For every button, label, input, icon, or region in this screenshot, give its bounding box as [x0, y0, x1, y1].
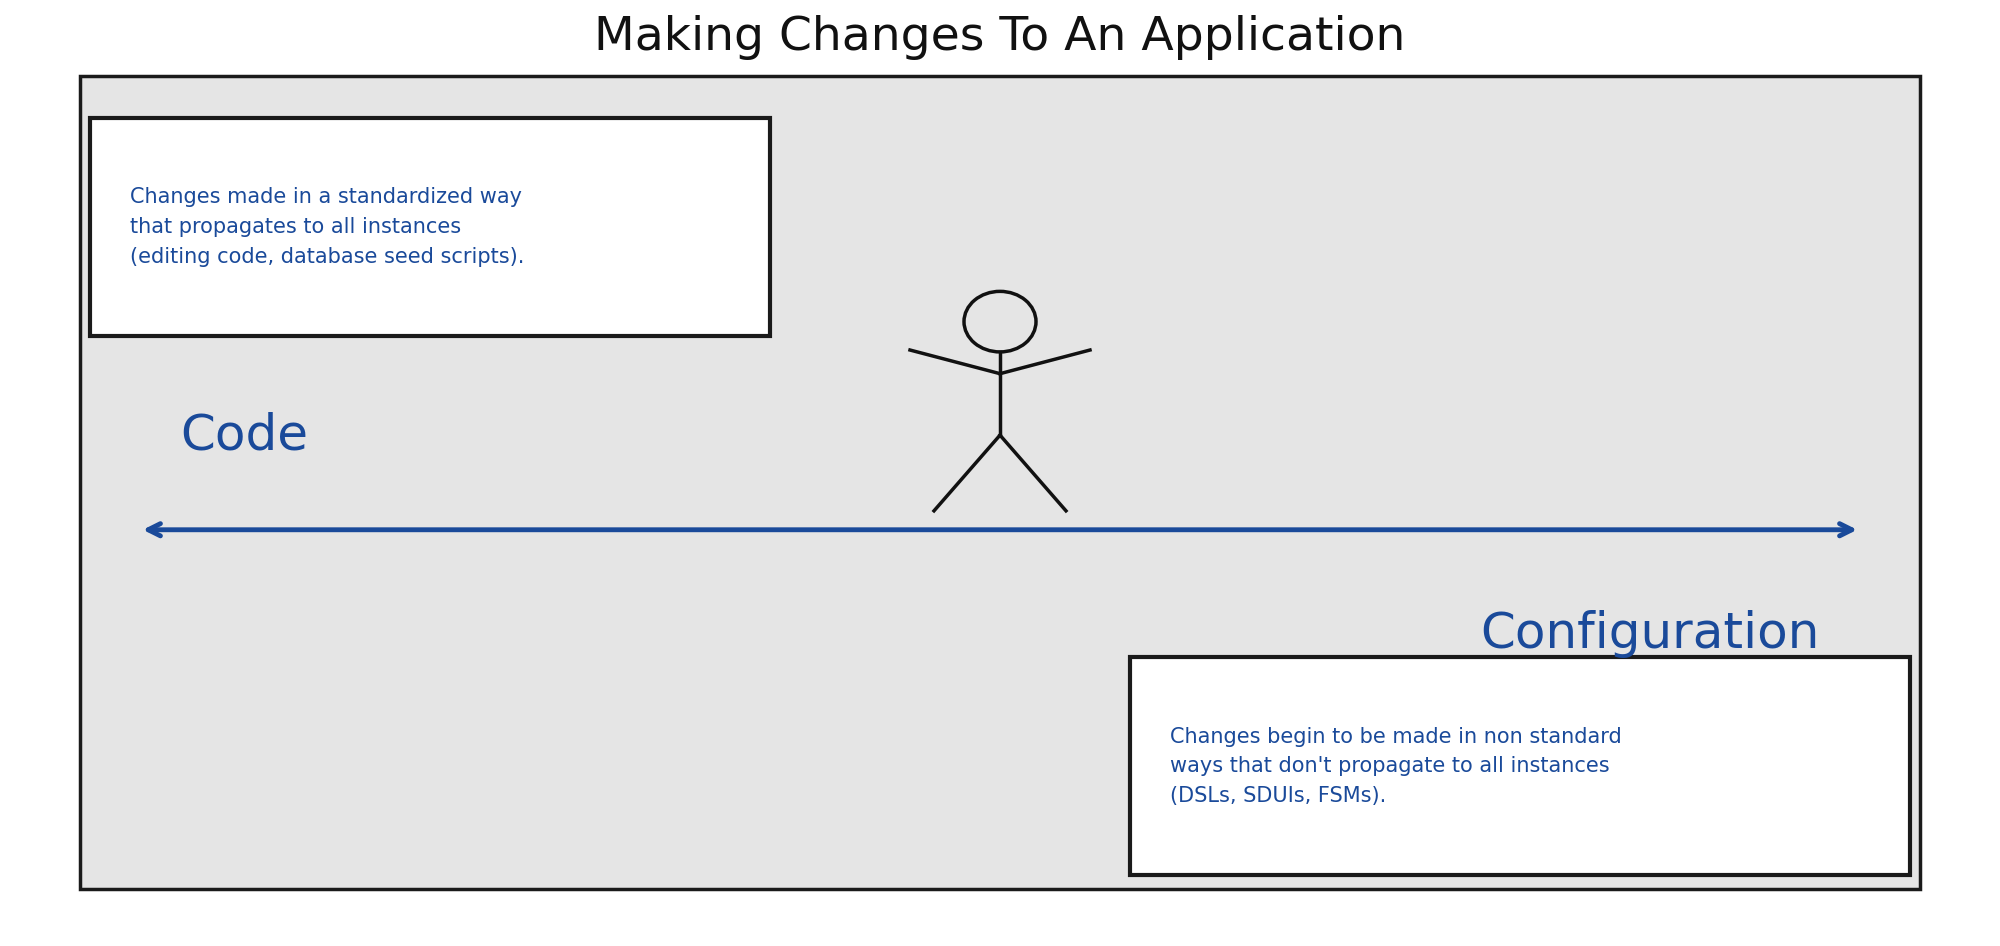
Text: Making Changes To An Application: Making Changes To An Application [594, 15, 1406, 61]
FancyBboxPatch shape [90, 118, 770, 336]
Text: Changes begin to be made in non standard
ways that don't propagate to all instan: Changes begin to be made in non standard… [1170, 727, 1622, 806]
Text: Changes made in a standardized way
that propagates to all instances
(editing cod: Changes made in a standardized way that … [130, 187, 524, 267]
FancyBboxPatch shape [80, 76, 1920, 889]
FancyArrowPatch shape [148, 524, 1852, 535]
Text: Configuration: Configuration [1480, 610, 1820, 657]
FancyBboxPatch shape [1130, 657, 1910, 875]
Text: Code: Code [180, 412, 308, 459]
